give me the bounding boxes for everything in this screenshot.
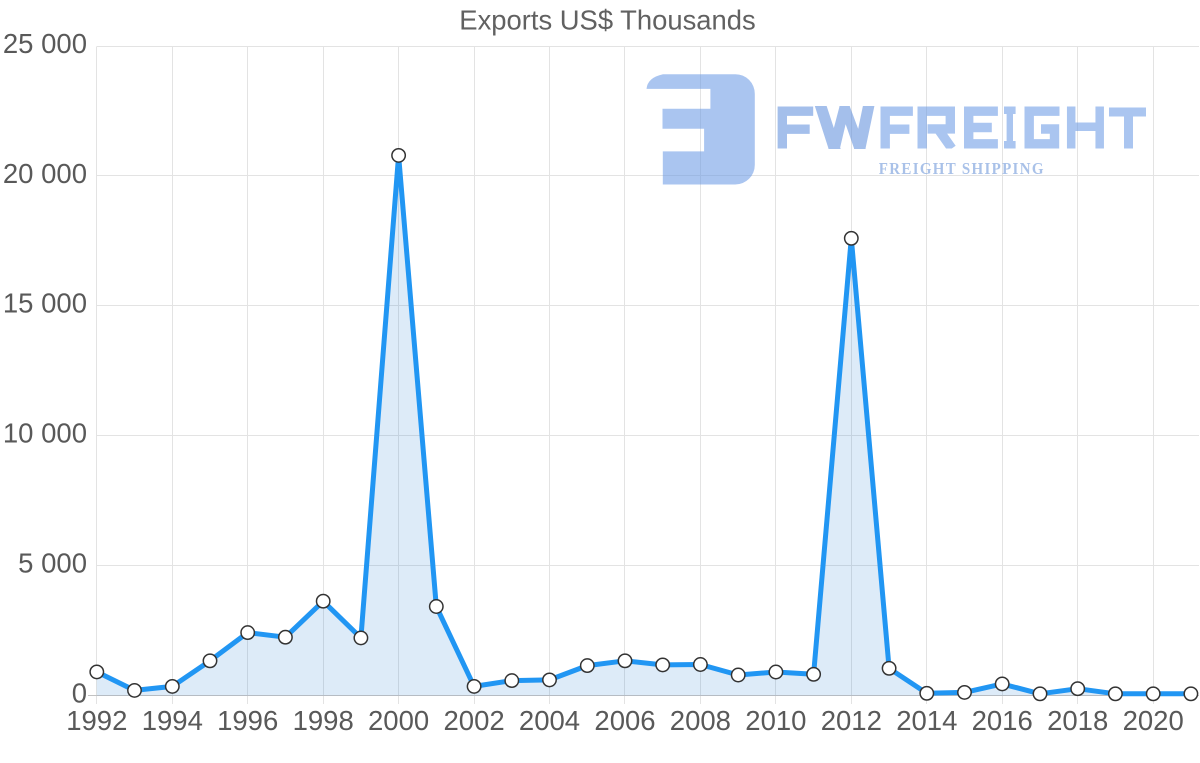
svg-text:2010: 2010: [745, 705, 806, 736]
svg-text:2018: 2018: [1047, 705, 1108, 736]
svg-text:Exports US$ Thousands: Exports US$ Thousands: [459, 5, 755, 36]
svg-text:2000: 2000: [368, 705, 429, 736]
svg-text:2004: 2004: [519, 705, 580, 736]
svg-text:2006: 2006: [594, 705, 655, 736]
svg-text:5 000: 5 000: [18, 548, 87, 579]
svg-text:1998: 1998: [293, 705, 354, 736]
svg-text:2014: 2014: [896, 705, 957, 736]
svg-text:2016: 2016: [972, 705, 1033, 736]
svg-text:15 000: 15 000: [3, 288, 87, 319]
svg-text:10 000: 10 000: [3, 418, 87, 449]
svg-text:1994: 1994: [142, 705, 203, 736]
svg-text:1996: 1996: [217, 705, 278, 736]
svg-text:0: 0: [72, 677, 87, 708]
svg-text:2008: 2008: [670, 705, 731, 736]
svg-text:2002: 2002: [444, 705, 505, 736]
svg-text:FREIGHT SHIPPING: FREIGHT SHIPPING: [879, 159, 1045, 178]
svg-text:2020: 2020: [1123, 705, 1184, 736]
svg-text:20 000: 20 000: [3, 158, 87, 189]
svg-text:2012: 2012: [821, 705, 882, 736]
svg-text:25 000: 25 000: [3, 28, 87, 59]
svg-text:1992: 1992: [66, 705, 127, 736]
